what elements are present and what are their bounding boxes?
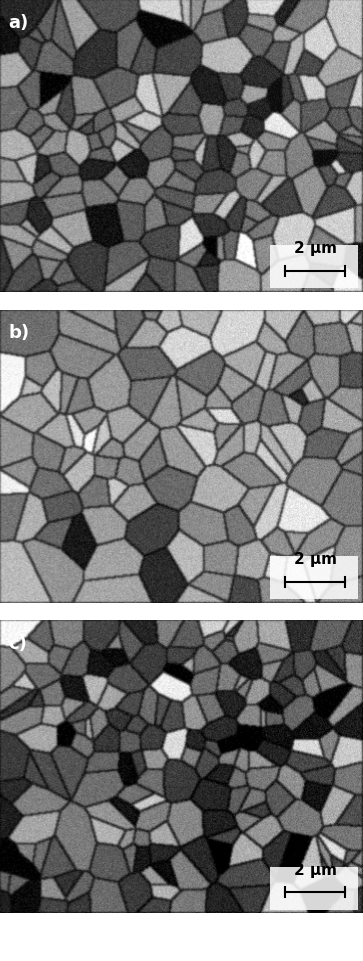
Text: 2 μm: 2 μm — [294, 862, 337, 876]
Bar — [270, 867, 358, 910]
Bar — [270, 246, 358, 289]
Text: c): c) — [8, 634, 27, 653]
Bar — [270, 556, 358, 600]
Text: b): b) — [8, 324, 29, 342]
Text: 2 μm: 2 μm — [294, 241, 337, 256]
Text: 2 μm: 2 μm — [294, 552, 337, 566]
Text: a): a) — [8, 13, 28, 32]
